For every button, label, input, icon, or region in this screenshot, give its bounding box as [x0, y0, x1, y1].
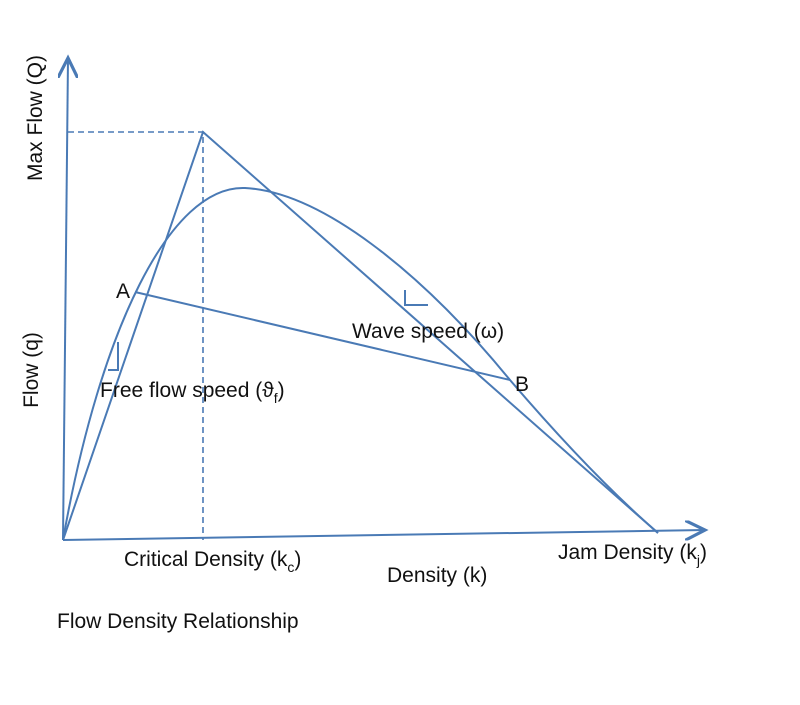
label-text: Jam Density (k [558, 541, 697, 564]
density-label: Density (k) [387, 564, 487, 587]
wave-speed-label: Wave speed (ω) [352, 320, 504, 343]
slope-mark [108, 342, 119, 371]
label-sub: c [287, 559, 294, 575]
point-label: A [116, 280, 130, 303]
label-sub: j [696, 552, 700, 568]
label-end: ) [278, 379, 285, 402]
label-sub: f [274, 390, 278, 406]
jam-density-label: Jam Density (kj) [558, 541, 707, 568]
point-label: B [515, 373, 529, 396]
triangle-model [62, 130, 659, 541]
x-axis [62, 530, 705, 541]
flow-label: Flow (q) [20, 332, 43, 408]
flow-curve [62, 186, 659, 541]
caption: Flow Density Relationship [57, 610, 299, 633]
label-text: Critical Density (k [124, 548, 288, 571]
free-flow-label: Free flow speed (ϑf) [100, 379, 285, 406]
max-flow-label: Max Flow (Q) [24, 55, 47, 181]
chord-ab [134, 291, 511, 381]
critical-density-label: Critical Density (kc) [124, 548, 301, 575]
label-text: Free flow speed (ϑ [100, 379, 274, 402]
slope-mark [404, 290, 428, 306]
label-end: ) [294, 548, 301, 571]
y-axis [63, 58, 68, 541]
label-end: ) [700, 541, 707, 564]
